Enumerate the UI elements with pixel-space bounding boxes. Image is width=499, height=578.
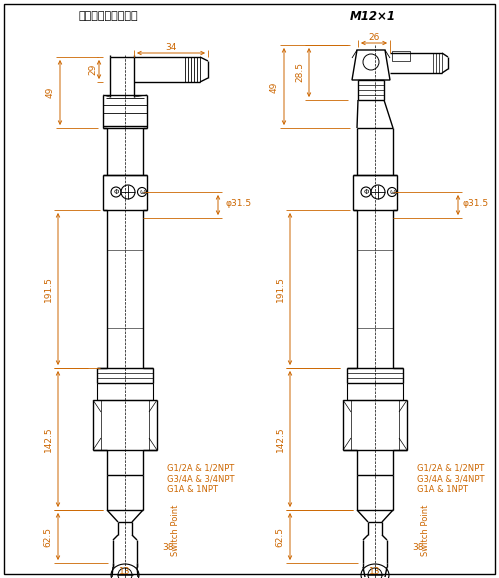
Text: Switch Point: Switch Point xyxy=(171,505,180,555)
Text: G1A & 1NPT: G1A & 1NPT xyxy=(167,486,218,495)
Text: ω: ω xyxy=(139,189,145,195)
Text: 38: 38 xyxy=(162,543,174,553)
Text: 29: 29 xyxy=(88,64,97,75)
Text: G1/2A & 1/2NPT: G1/2A & 1/2NPT xyxy=(167,464,234,472)
Text: Φ: Φ xyxy=(363,189,369,195)
Text: 38: 38 xyxy=(412,543,424,553)
Text: Switch Point: Switch Point xyxy=(421,505,430,555)
Text: 49: 49 xyxy=(269,81,278,92)
Text: G3/4A & 3/4NPT: G3/4A & 3/4NPT xyxy=(417,475,485,484)
Text: ω: ω xyxy=(389,189,395,195)
Text: Φ: Φ xyxy=(113,189,119,195)
Text: 62.5: 62.5 xyxy=(275,527,284,547)
Text: 142.5: 142.5 xyxy=(275,426,284,452)
Text: 13: 13 xyxy=(369,568,381,576)
Text: M12×1: M12×1 xyxy=(350,9,396,23)
Text: 191.5: 191.5 xyxy=(275,276,284,302)
Text: 62.5: 62.5 xyxy=(43,527,52,547)
Text: 电磁阀接头连接方式: 电磁阀接头连接方式 xyxy=(78,11,138,21)
Text: 28.5: 28.5 xyxy=(295,62,304,82)
Text: G1A & 1NPT: G1A & 1NPT xyxy=(417,486,468,495)
Text: 26: 26 xyxy=(368,32,380,42)
Text: φ31.5: φ31.5 xyxy=(463,199,489,209)
Text: 34: 34 xyxy=(165,43,177,51)
Text: 191.5: 191.5 xyxy=(43,276,52,302)
Bar xyxy=(392,51,410,61)
Text: 13: 13 xyxy=(119,568,131,576)
Text: φ31.5: φ31.5 xyxy=(226,199,252,209)
Text: 49: 49 xyxy=(45,86,54,98)
Text: 142.5: 142.5 xyxy=(43,426,52,452)
Text: G1/2A & 1/2NPT: G1/2A & 1/2NPT xyxy=(417,464,484,472)
Text: G3/4A & 3/4NPT: G3/4A & 3/4NPT xyxy=(167,475,235,484)
